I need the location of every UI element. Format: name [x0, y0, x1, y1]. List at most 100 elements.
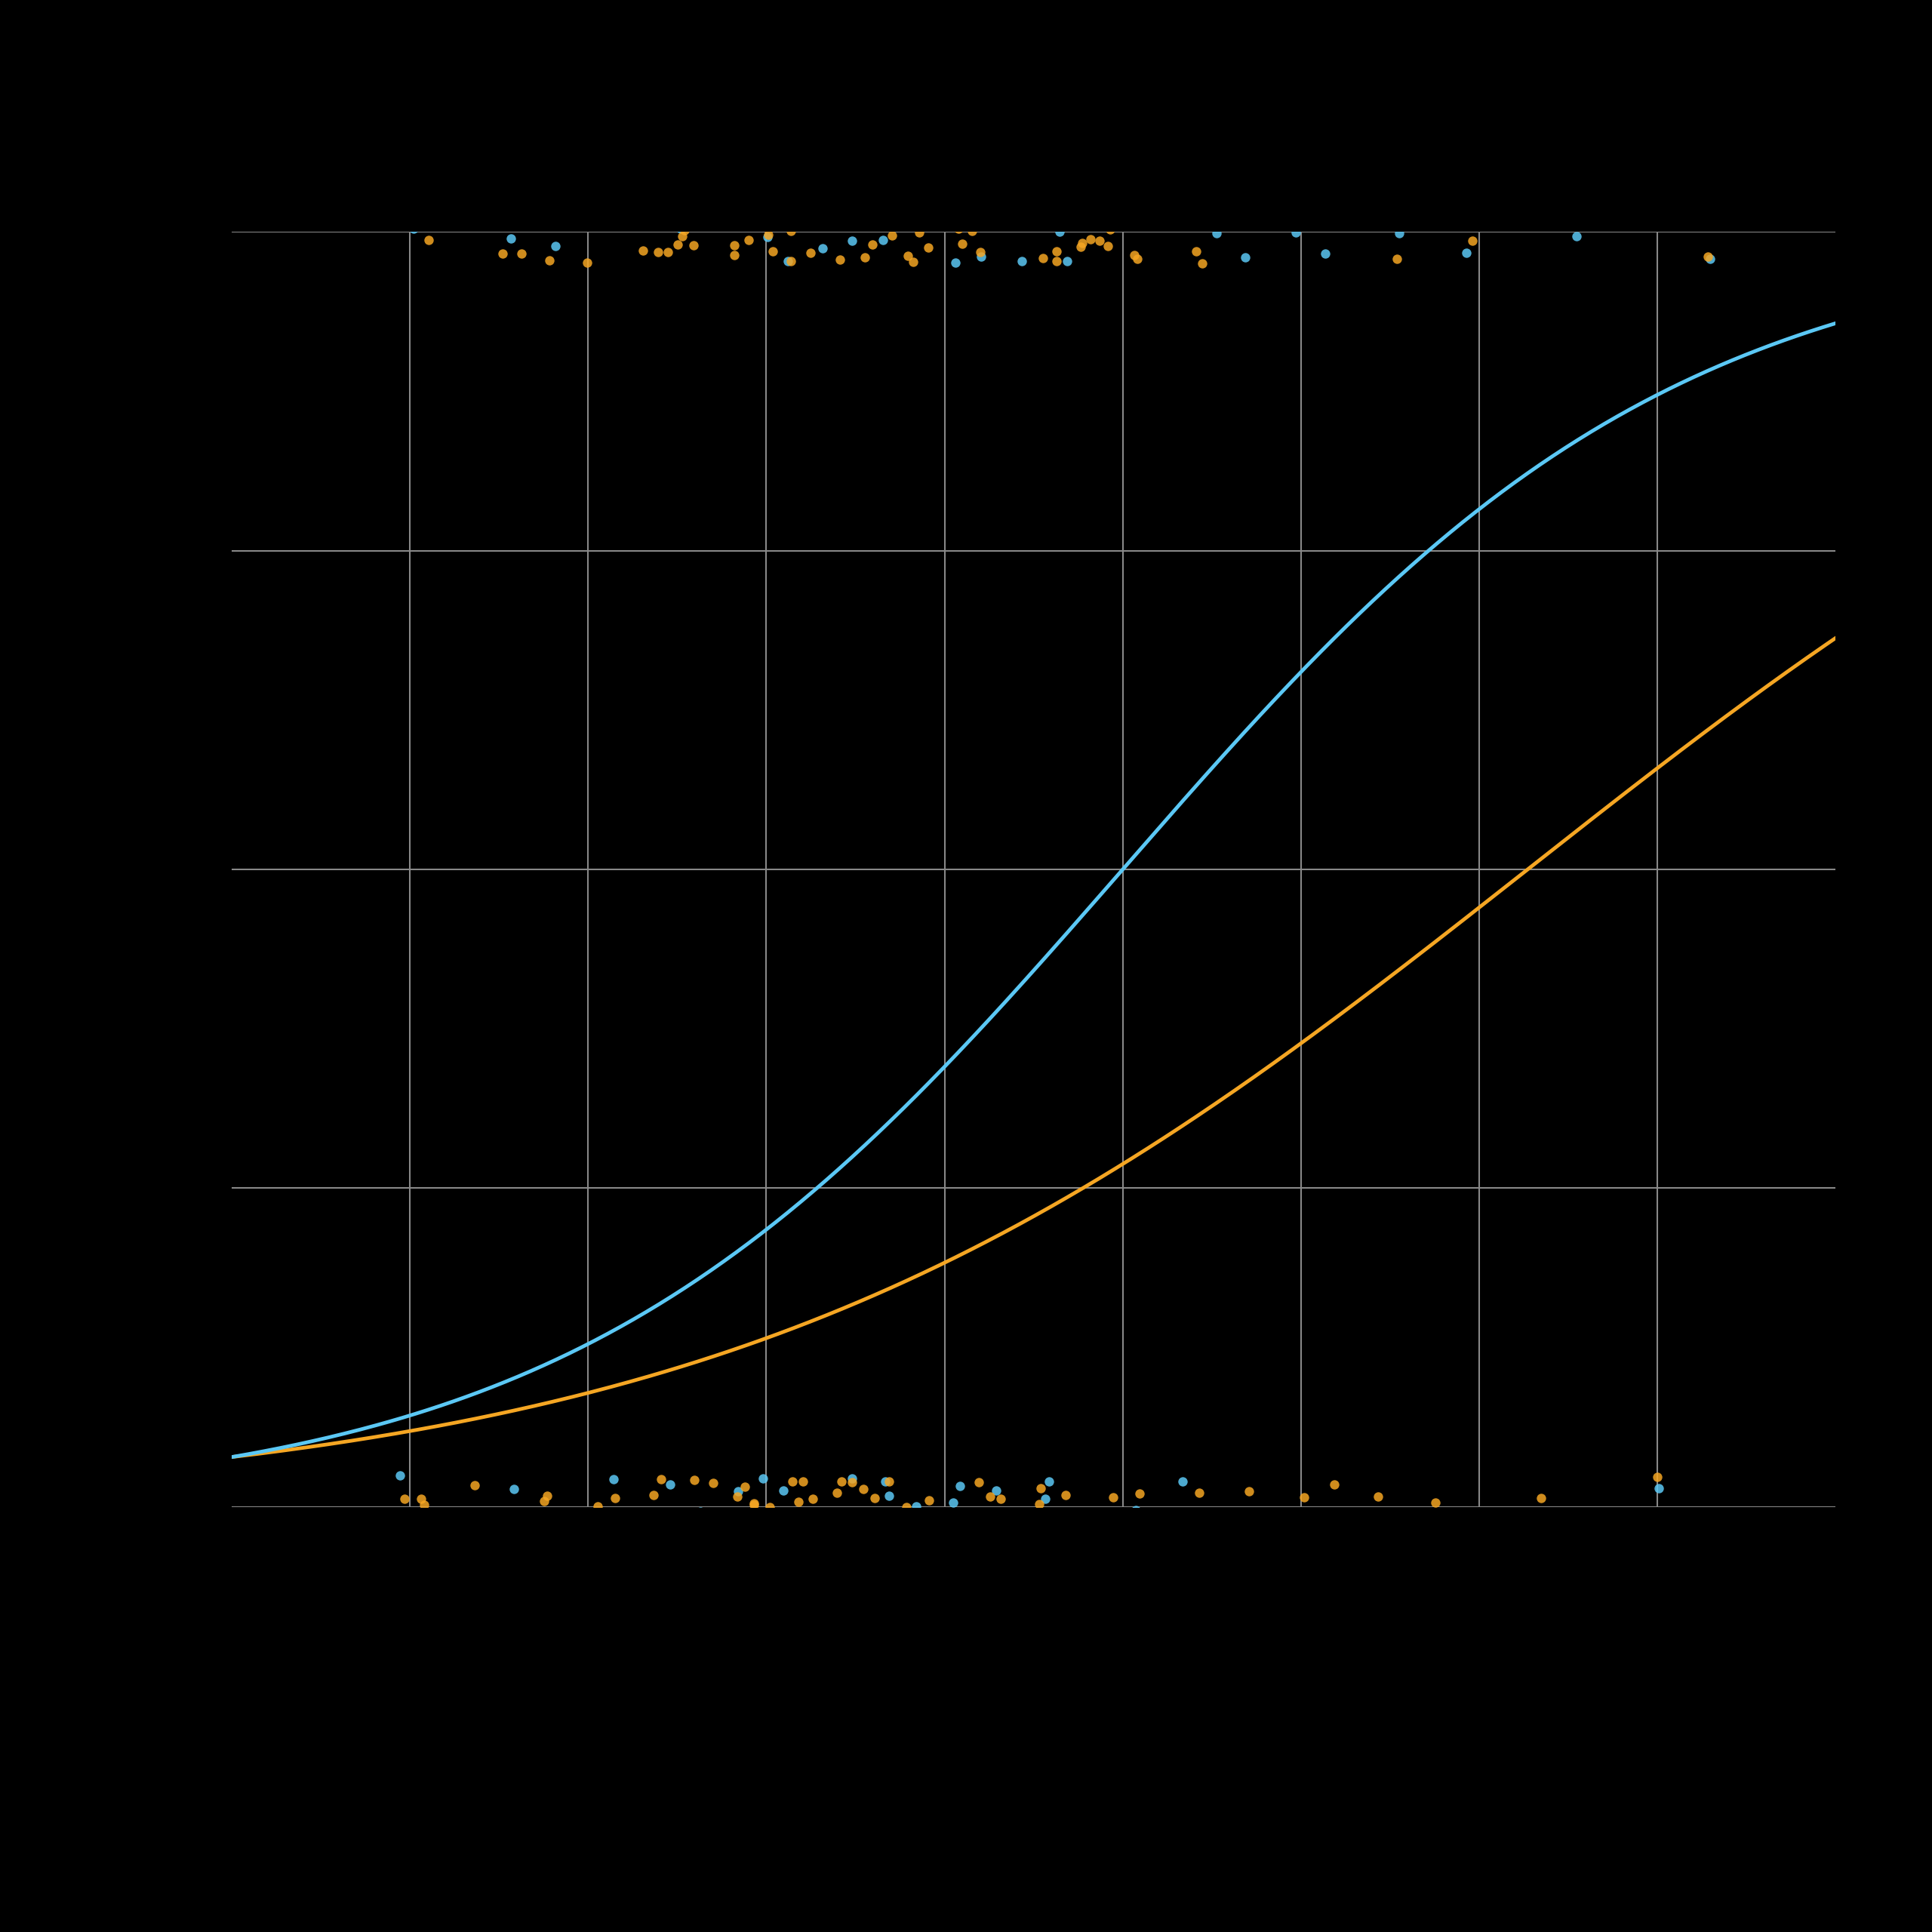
Point	[614, 201, 645, 232]
Point	[898, 245, 929, 276]
Point	[981, 1476, 1012, 1507]
Point	[1180, 199, 1211, 230]
Point	[668, 214, 699, 245]
Point	[964, 236, 995, 267]
Point	[639, 1499, 670, 1530]
Point	[417, 1519, 448, 1549]
Point	[1265, 1505, 1296, 1536]
Point	[1140, 1522, 1171, 1553]
Point	[597, 185, 628, 216]
Point	[1526, 1482, 1557, 1513]
Point	[964, 1466, 995, 1497]
Point	[674, 1501, 705, 1532]
Point	[1318, 199, 1349, 230]
Point	[1041, 245, 1072, 276]
Point	[947, 228, 978, 259]
Point	[835, 187, 866, 218]
Point	[460, 1470, 491, 1501]
Point	[850, 242, 881, 272]
Point	[1464, 1517, 1495, 1548]
Point	[956, 214, 987, 245]
Point	[1184, 1478, 1215, 1509]
Point	[827, 1466, 858, 1497]
Point	[1692, 242, 1723, 272]
Point	[831, 187, 862, 218]
Point	[572, 203, 603, 234]
Point	[497, 1511, 527, 1542]
Point	[867, 224, 898, 255]
Point	[1206, 207, 1236, 238]
Point	[775, 216, 806, 247]
Point	[572, 247, 603, 278]
Point	[1679, 1513, 1710, 1544]
Point	[713, 1505, 744, 1536]
Point	[655, 1468, 686, 1499]
Point	[384, 1461, 415, 1492]
Point	[582, 1492, 612, 1522]
Point	[641, 236, 672, 267]
Point	[529, 1486, 560, 1517]
Point	[694, 209, 724, 240]
Point	[1310, 238, 1341, 269]
Point	[1320, 1468, 1350, 1499]
Point	[775, 245, 806, 276]
Point	[738, 1488, 769, 1519]
Point	[1094, 193, 1124, 224]
Point	[873, 1466, 904, 1497]
Point	[972, 187, 1003, 218]
Point	[624, 195, 655, 226]
Point	[1146, 185, 1177, 216]
Point	[462, 201, 493, 232]
Point	[1694, 243, 1725, 274]
Point	[1066, 228, 1097, 259]
Point	[752, 222, 782, 253]
Point	[1186, 247, 1217, 278]
Point	[896, 199, 927, 230]
Point	[651, 1515, 682, 1546]
Point	[769, 1517, 800, 1548]
Point	[877, 220, 908, 251]
Point	[1007, 245, 1037, 276]
Point	[914, 1484, 945, 1515]
Point	[1084, 226, 1115, 257]
Point	[1074, 224, 1105, 255]
Point	[829, 1517, 860, 1548]
Point	[854, 1519, 885, 1549]
Point	[498, 1474, 529, 1505]
Point	[697, 1468, 728, 1499]
Point	[487, 238, 518, 269]
Point	[837, 1466, 867, 1497]
Point	[618, 1513, 649, 1544]
Point	[678, 230, 709, 261]
Point	[1180, 236, 1211, 267]
Point	[753, 218, 784, 249]
Point	[952, 209, 983, 240]
Point	[719, 240, 750, 270]
Point	[433, 187, 464, 218]
Point	[808, 232, 838, 263]
Point	[471, 211, 502, 242]
Point	[535, 245, 566, 276]
Point	[1561, 220, 1592, 251]
Point	[1026, 1472, 1057, 1503]
Point	[976, 1482, 1007, 1513]
Point	[848, 1474, 879, 1505]
Point	[1644, 1472, 1675, 1503]
Point	[771, 211, 802, 242]
Point	[1097, 1482, 1128, 1513]
Point	[410, 1490, 440, 1520]
Point	[985, 1484, 1016, 1515]
Point	[821, 1478, 852, 1509]
Point	[746, 1509, 777, 1540]
Point	[943, 213, 974, 243]
Point	[487, 207, 518, 238]
Point	[1119, 240, 1150, 270]
Point	[734, 224, 765, 255]
Point	[1451, 238, 1482, 269]
Point	[1103, 1509, 1134, 1540]
Point	[995, 1522, 1026, 1553]
Point	[684, 1495, 715, 1526]
Point	[1034, 1466, 1065, 1497]
Point	[757, 236, 788, 267]
Point	[1254, 203, 1285, 234]
